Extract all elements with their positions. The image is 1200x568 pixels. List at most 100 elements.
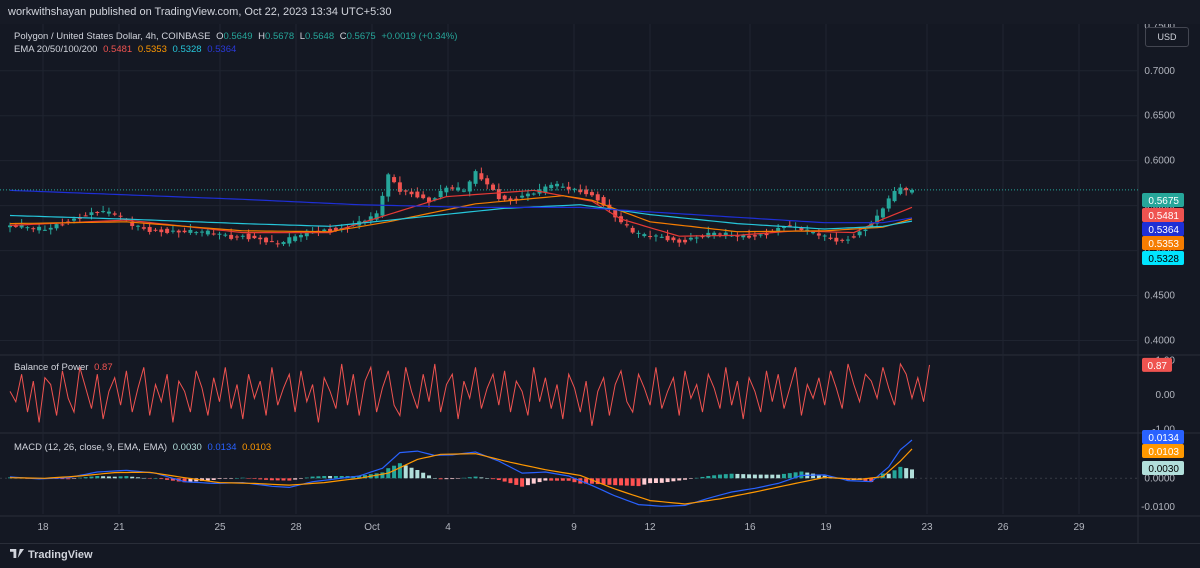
candle-body [723, 232, 728, 237]
currency-button[interactable]: USD [1145, 27, 1189, 47]
candle-body [403, 190, 408, 192]
macd-hist-bar [816, 474, 821, 479]
chart-area[interactable]: 18 21 25 28 Oct 4 9 12 16 19 23 26 29 0.7000 0.6500 0.6… [0, 24, 1200, 543]
x-tick-label: 4 [445, 522, 451, 533]
candle-body [688, 237, 693, 240]
ema-line-EMA100 [9, 204, 913, 230]
candle-body [450, 187, 455, 189]
candle-body [700, 236, 705, 238]
price-badge [1142, 251, 1184, 265]
candle-body [66, 221, 71, 223]
macd-hist-bar [397, 463, 402, 479]
macd-hist-bar [403, 465, 408, 479]
candle-body [275, 243, 280, 245]
macd-hist-bar [636, 478, 641, 487]
candle-body [298, 234, 303, 238]
candle-body [869, 223, 874, 228]
candle-body [555, 183, 560, 187]
macd-label: MACD (12, 26, close, 9, EMA, EMA) [14, 442, 168, 453]
low-value: 0.5648 [305, 31, 335, 42]
candle-body [706, 232, 711, 238]
macd-hist-bar [717, 474, 722, 479]
candle-body [735, 235, 740, 237]
macd-hist-bar [741, 474, 746, 479]
macd-hist-bar [892, 470, 897, 479]
candle-body [479, 173, 484, 180]
price-badge-label: 0.5481 [1148, 211, 1179, 222]
macd-hist-bar [869, 478, 874, 482]
macd-hist-bar [170, 478, 175, 481]
candle-body [880, 208, 885, 218]
macd-hist-bar [147, 478, 152, 479]
macd-hist-bar [683, 478, 688, 480]
macd-hist-bar [310, 476, 315, 479]
candle-body [106, 211, 111, 214]
candle-body [886, 198, 891, 209]
macd-signal-line [9, 448, 913, 505]
price-badge [1142, 193, 1184, 207]
macd-hist-bar [264, 478, 269, 480]
macd-hist-bar [298, 478, 303, 479]
candle-body [694, 237, 699, 239]
macd-hist-bar [758, 474, 763, 479]
candle-body [322, 229, 327, 232]
candle-body [409, 191, 414, 195]
x-tick-label: 23 [921, 522, 933, 533]
candle-body [101, 211, 106, 213]
chart-svg[interactable]: 18 21 25 28 Oct 4 9 12 16 19 23 26 29 0.7000 0.6500 0.6… [0, 24, 1200, 543]
macd-hist-bar [234, 478, 239, 479]
candle-body [717, 233, 722, 235]
macd-hist-bar [293, 478, 298, 480]
candle-body [328, 228, 333, 232]
macd-hist-bar [83, 477, 88, 479]
macd-hist-bar [863, 478, 868, 481]
macd-hist-bar [642, 478, 647, 485]
macd-hist-bar [269, 478, 274, 481]
macd-hist-bar [101, 476, 106, 479]
y-tick-label: 0.4500 [1144, 291, 1175, 302]
price-badge [1142, 236, 1184, 250]
publisher-line: workwithshayan published on TradingView.… [8, 6, 392, 18]
macd-hist-bar [153, 478, 158, 479]
candle-body [37, 226, 42, 231]
candle-body [910, 189, 914, 193]
ema-line-EMA200 [9, 189, 913, 224]
low-label: L [299, 31, 306, 42]
ema50-value: 0.5353 [137, 44, 167, 55]
macd-hist-bar [648, 478, 653, 484]
candle-body [170, 230, 175, 232]
candle-body [648, 236, 653, 238]
macd-hist-bar [450, 478, 455, 480]
candle-body [188, 229, 193, 233]
candle-body [776, 227, 781, 232]
candle-body [485, 178, 490, 185]
candle-body [130, 221, 135, 227]
macd-hist-bar [211, 478, 216, 480]
candle-body [136, 225, 141, 227]
macd-hist-bar [467, 477, 472, 479]
candle-body [432, 198, 437, 200]
candle-body [438, 190, 443, 198]
bop-value: 0.87 [94, 362, 113, 373]
candle-body [747, 235, 752, 238]
candle-body [31, 228, 36, 230]
macd-hist-bar [491, 478, 496, 480]
top-bar: workwithshayan published on TradingView.… [0, 0, 1200, 24]
tradingview-logo[interactable]: TradingView [10, 549, 93, 561]
candle-body [659, 236, 664, 238]
macd-hist-bar [217, 478, 222, 479]
macd-hist-bar [752, 474, 757, 479]
candle-body [811, 231, 816, 234]
macd-hist-bar [165, 478, 170, 480]
macd-line-value: 0.0134 [207, 442, 237, 453]
price-badge-label: 0.5353 [1148, 239, 1179, 250]
candle-body [182, 230, 187, 233]
candle-body [118, 215, 123, 217]
bop-badge [1142, 357, 1172, 372]
macd-hist-bar [188, 478, 193, 482]
macd-hist-bar [281, 478, 286, 481]
candle-body [787, 225, 792, 227]
macd-hist-bar [572, 478, 577, 483]
macd-hist-bar [130, 476, 135, 479]
macd-hist-bar [811, 473, 816, 479]
